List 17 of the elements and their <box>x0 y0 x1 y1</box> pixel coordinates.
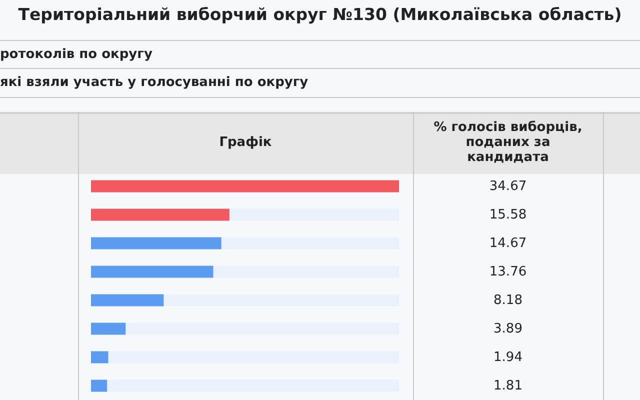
data-label: 34.67 <box>489 178 527 194</box>
data-label: 1.81 <box>494 378 522 394</box>
bar <box>91 351 108 364</box>
bar <box>91 294 164 306</box>
data-label: 15.58 <box>489 207 527 222</box>
chart-title: Територіальний виборчий округ №130 (Миколаївська область) <box>17 5 623 24</box>
bar <box>91 380 108 392</box>
data-label: 8.18 <box>494 292 522 308</box>
text: які взяли участь у голосуванні по округу <box>0 68 640 98</box>
text: ротоколів по округу <box>0 40 640 69</box>
data-label: 14.67 <box>489 236 527 251</box>
data-label: 1.94 <box>494 350 522 365</box>
data-label: 3.89 <box>494 321 522 336</box>
data-label: 13.76 <box>489 264 527 280</box>
x-axis-title: Графік <box>218 134 273 152</box>
text: % голосів виборців, поданих за кандидата <box>432 118 584 166</box>
bar <box>91 322 126 335</box>
